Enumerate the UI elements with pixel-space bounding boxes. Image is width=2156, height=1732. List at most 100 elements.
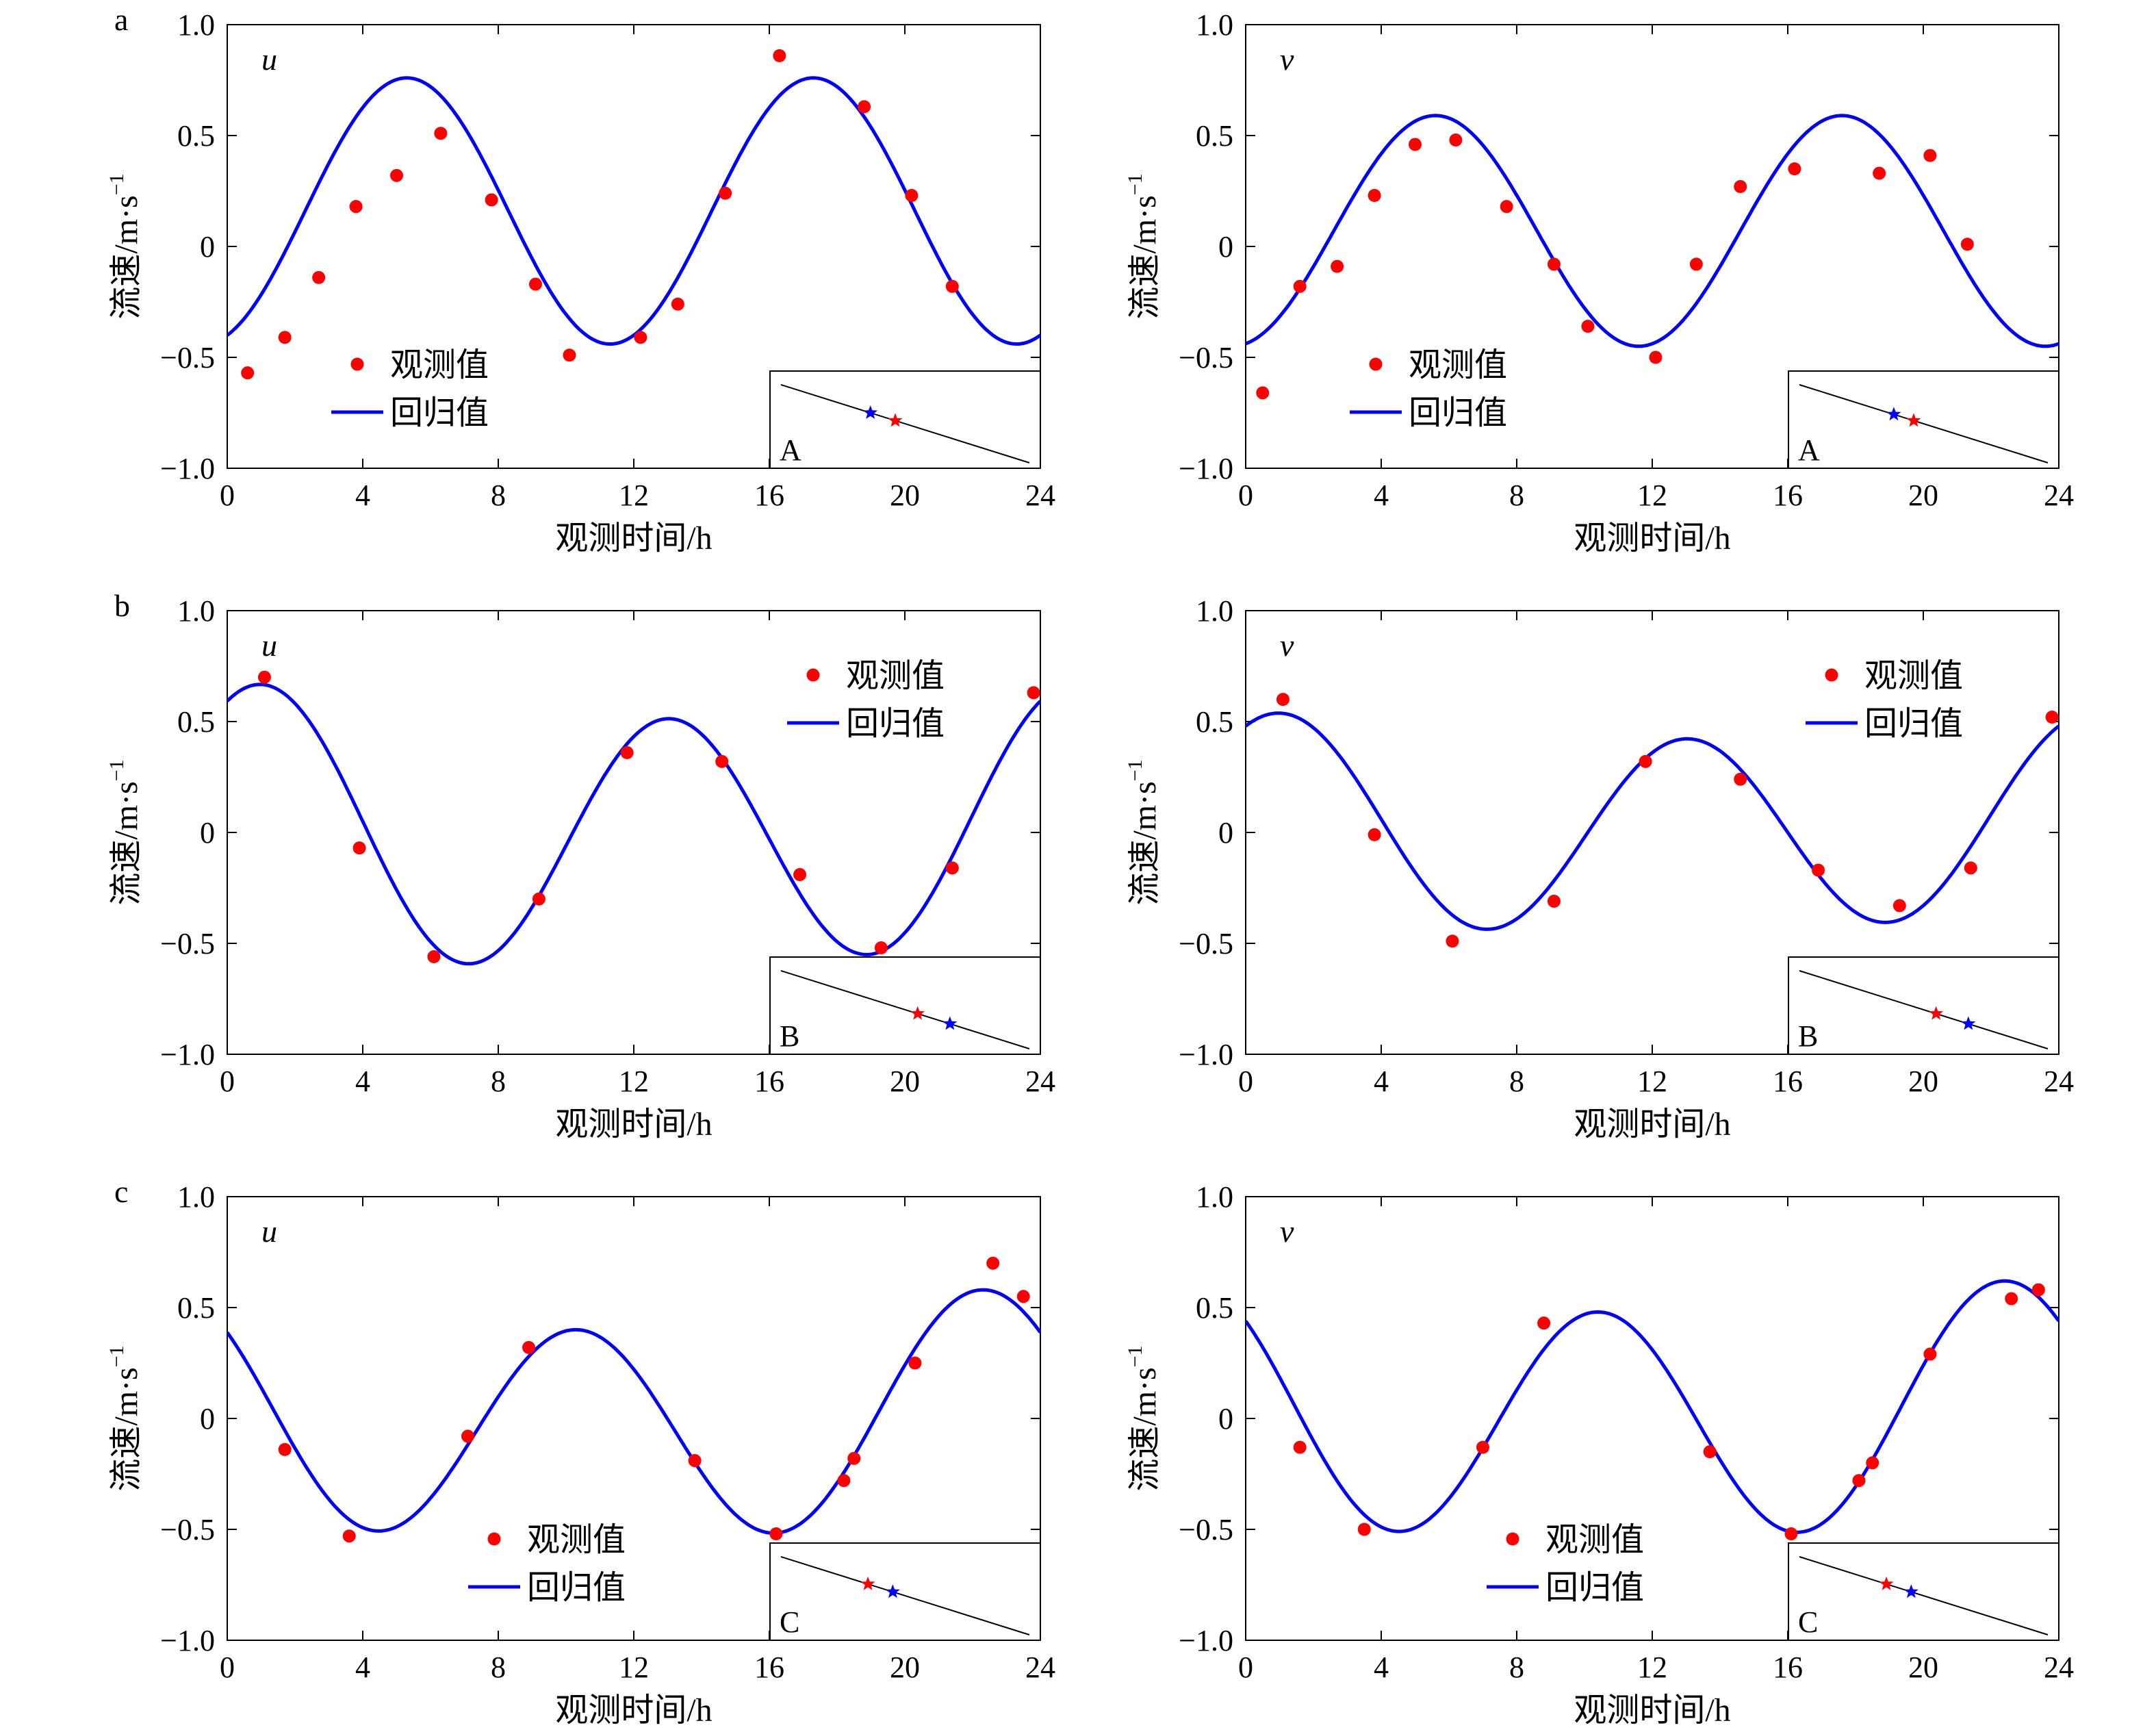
component-label: u bbox=[261, 42, 277, 77]
inset-station-star-icon bbox=[863, 405, 878, 419]
component-label: v bbox=[1280, 1214, 1294, 1249]
observed-point bbox=[1964, 861, 1977, 875]
y-axis-label-text: 流速/m·s bbox=[108, 781, 144, 905]
x-tick-label: 24 bbox=[2044, 1651, 2074, 1684]
observed-point bbox=[2005, 1292, 2018, 1306]
observed-point bbox=[1873, 166, 1886, 180]
observed-point bbox=[532, 892, 546, 906]
x-tick-label: 0 bbox=[1238, 1065, 1253, 1098]
y-tick-label: −1.0 bbox=[1179, 452, 1233, 485]
inset-station-star-icon bbox=[1879, 1576, 1894, 1590]
y-axis-label-text: 流速/m·s bbox=[108, 195, 144, 319]
panel-row-label: a bbox=[114, 2, 128, 37]
component-label: v bbox=[1280, 628, 1294, 663]
panel-row-label: c bbox=[114, 1174, 128, 1209]
fitted-curve bbox=[1246, 711, 2059, 931]
panel-2: 0 4 8 12 16 20 24 1.0 0.5 0 −0.5 −1.0 观测时间/h 流速/m·s−1… bbox=[1124, 8, 2074, 557]
x-axis-label: 观测时间/h bbox=[555, 520, 712, 557]
x-tick-label: 8 bbox=[1509, 479, 1524, 512]
inset-station-star-icon bbox=[1961, 1016, 1976, 1030]
x-tick-label: 16 bbox=[754, 479, 784, 512]
observed-point bbox=[1476, 1440, 1489, 1454]
x-tick-label: 12 bbox=[1637, 479, 1667, 512]
observed-point bbox=[1293, 1440, 1307, 1454]
x-axis-label: 观测时间/h bbox=[1574, 520, 1730, 557]
inset-transect-line bbox=[1799, 1556, 2049, 1635]
x-tick-label: 20 bbox=[1908, 479, 1938, 512]
observed-point bbox=[671, 297, 684, 311]
inset-label: B bbox=[780, 1019, 799, 1053]
x-axis-label: 观测时间/h bbox=[555, 1106, 712, 1143]
observed-point bbox=[1256, 386, 1270, 400]
inset-transect-line bbox=[1799, 970, 2049, 1049]
y-tick-label: −1.0 bbox=[1179, 1624, 1233, 1657]
y-tick-label: 1.0 bbox=[177, 1180, 215, 1214]
fitted-curve bbox=[1246, 114, 2059, 348]
y-axis-label-text: 流速/m·s bbox=[1127, 781, 1163, 905]
observed-point bbox=[945, 861, 959, 875]
panel-row-label: b bbox=[114, 588, 130, 623]
y-tick-label: 0.5 bbox=[1196, 1291, 1233, 1325]
observed-point bbox=[773, 49, 786, 62]
x-tick-label: 4 bbox=[1374, 1065, 1389, 1098]
observed-point bbox=[1852, 1474, 1866, 1488]
observed-point bbox=[427, 950, 441, 963]
legend-observed-marker bbox=[1506, 1532, 1519, 1546]
observed-point bbox=[1537, 1316, 1551, 1330]
y-axis-label: 流速/m·s−1 bbox=[1124, 759, 1163, 905]
observed-point bbox=[434, 127, 448, 140]
inset-station-star-icon bbox=[910, 1006, 925, 1020]
y-axis-label: 流速/m·s−1 bbox=[105, 759, 144, 905]
observed-point bbox=[1734, 180, 1747, 194]
observed-point bbox=[1293, 279, 1307, 293]
x-tick-label: 12 bbox=[619, 479, 649, 512]
x-tick-label: 12 bbox=[1637, 1651, 1667, 1684]
observed-point bbox=[1892, 899, 1906, 913]
panel-5: 0 4 8 12 16 20 24 1.0 0.5 0 −0.5 −1.0 观测时间/h 流速/m·s−1… bbox=[105, 1174, 1055, 1729]
inset-station-star-icon bbox=[888, 413, 903, 427]
y-tick-label: 0 bbox=[1218, 816, 1233, 850]
observed-point bbox=[620, 746, 634, 759]
observed-point bbox=[858, 100, 871, 114]
y-tick-label: 0 bbox=[200, 230, 215, 264]
y-axis-label-superscript: −1 bbox=[105, 759, 128, 781]
inset-transect-line bbox=[1799, 384, 2049, 463]
observed-point bbox=[1276, 693, 1289, 706]
observed-point bbox=[563, 348, 576, 362]
y-tick-label: 1.0 bbox=[1196, 8, 1233, 42]
observed-point bbox=[1703, 1445, 1717, 1459]
x-axis-label: 观测时间/h bbox=[1574, 1106, 1730, 1143]
observed-point bbox=[528, 277, 542, 291]
legend-observed-marker bbox=[350, 357, 364, 371]
observed-point bbox=[905, 188, 919, 202]
observed-point bbox=[1368, 828, 1381, 841]
x-tick-label: 4 bbox=[355, 479, 370, 512]
x-tick-label: 12 bbox=[619, 1651, 649, 1684]
observed-point bbox=[1446, 934, 1459, 948]
x-tick-label: 24 bbox=[1025, 1065, 1055, 1098]
inset-label: C bbox=[1798, 1605, 1818, 1639]
y-tick-label: −0.5 bbox=[1179, 341, 1233, 374]
observed-point bbox=[278, 1442, 292, 1456]
fitted-curve bbox=[227, 76, 1040, 346]
observed-point bbox=[1027, 686, 1040, 700]
y-tick-label: 0.5 bbox=[177, 119, 215, 153]
observed-point bbox=[342, 1529, 356, 1543]
inset-station-star-icon bbox=[1903, 1584, 1918, 1599]
observed-point bbox=[2031, 1283, 2045, 1297]
y-axis-label-superscript: −1 bbox=[105, 173, 128, 195]
panel-1: 0 4 8 12 16 20 24 1.0 0.5 0 −0.5 −1.0 观测时间/h 流速/m·s−1… bbox=[105, 2, 1055, 557]
observed-point bbox=[1788, 162, 1801, 176]
x-axis-label: 观测时间/h bbox=[555, 1692, 712, 1729]
observed-point bbox=[1409, 138, 1422, 151]
observed-point bbox=[2045, 711, 2059, 724]
x-tick-label: 16 bbox=[754, 1651, 784, 1684]
y-tick-label: 0 bbox=[1218, 230, 1233, 264]
x-tick-label: 24 bbox=[1025, 1651, 1055, 1684]
y-tick-label: −1.0 bbox=[160, 1038, 215, 1071]
x-tick-label: 16 bbox=[1773, 1651, 1803, 1684]
observed-point bbox=[945, 279, 959, 293]
observed-point bbox=[908, 1356, 922, 1370]
y-axis-label-superscript: −1 bbox=[1124, 173, 1146, 195]
legend-observed-label: 观测值 bbox=[1864, 658, 1963, 694]
